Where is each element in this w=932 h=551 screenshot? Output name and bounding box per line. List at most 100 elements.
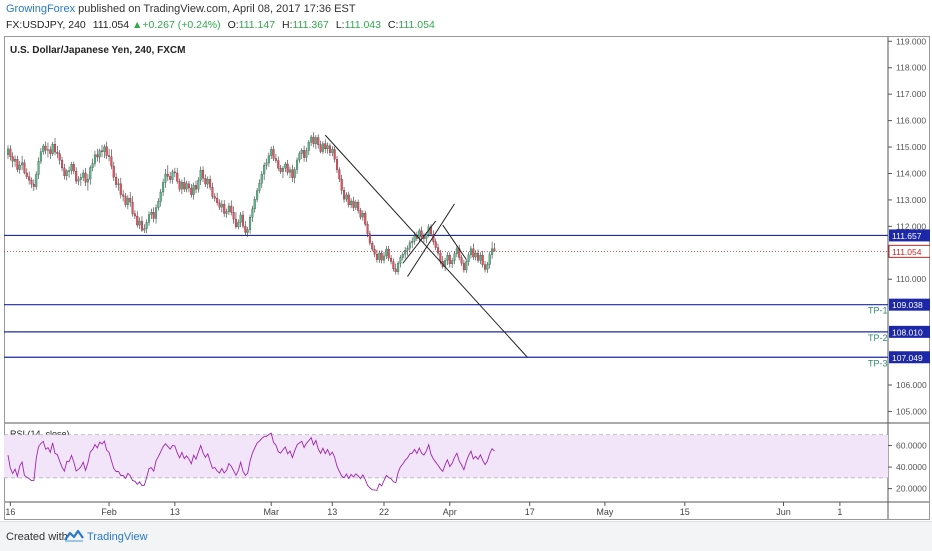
candle-body: [256, 190, 259, 200]
candle-body: [49, 149, 52, 154]
rsi-tick-label: 60.0000: [896, 441, 927, 451]
open-label: O:: [227, 19, 239, 31]
candle-body: [472, 248, 475, 258]
x-tick-label: 17: [525, 507, 535, 517]
candle-body: [39, 151, 42, 162]
candle-body: [169, 176, 172, 180]
tradingview-brand[interactable]: TradingView: [87, 531, 148, 543]
price-chart[interactable]: U.S. Dollar/Japanese Yen, 240, FXCM 119.0…: [4, 36, 931, 520]
candle-body: [18, 164, 21, 170]
candle-body: [260, 173, 263, 184]
x-tick-label: 16: [5, 507, 15, 517]
candle-body: [115, 177, 118, 185]
candle-body: [291, 169, 294, 178]
low-value: 111.043: [344, 19, 381, 31]
candle-body: [434, 241, 437, 248]
rsi-tick-label: 40.0000: [896, 462, 927, 472]
candle-body: [152, 212, 155, 219]
candle-body: [293, 169, 296, 178]
candle-body: [467, 254, 470, 262]
candle-body: [404, 250, 407, 255]
candle-body: [138, 220, 141, 226]
candle-body: [86, 178, 89, 183]
candle-body: [218, 202, 221, 208]
candle-body: [140, 220, 143, 231]
candle-body: [446, 255, 449, 261]
tp-label: TP-1: [868, 306, 888, 316]
x-tick-label: 1: [837, 507, 842, 517]
candle-body: [408, 242, 411, 249]
candle-body: [486, 264, 489, 270]
tp-label: TP-3: [868, 358, 888, 368]
candle-body: [307, 142, 310, 151]
candle-body: [303, 150, 306, 158]
candle-body: [6, 148, 10, 155]
candle-body: [296, 159, 299, 170]
candle-body: [133, 213, 136, 217]
x-tick-label: Jun: [776, 507, 791, 517]
x-tick-label: 22: [379, 507, 389, 517]
candle-body: [321, 143, 324, 152]
candle-body: [14, 159, 17, 162]
chart-area[interactable]: U.S. Dollar/Japanese Yen, 240, FXCM 119.0…: [4, 36, 931, 520]
y-tick-label: 112.000: [896, 221, 926, 231]
y-tick-label: 117.000: [896, 89, 926, 99]
candle-body: [227, 205, 230, 212]
candle-body: [32, 183, 35, 187]
candle-body: [241, 214, 245, 227]
candle-body: [82, 172, 85, 178]
trendline: [407, 203, 455, 277]
created-with-text: Created with: [6, 531, 68, 543]
candle-body: [317, 137, 320, 145]
candle-body: [136, 215, 139, 226]
candle-body: [305, 150, 308, 158]
publisher-name[interactable]: GrowingForex: [6, 3, 76, 15]
candle-body: [44, 145, 47, 151]
candle-body: [53, 144, 57, 153]
open-value: 111.147: [238, 19, 276, 31]
candle-body: [385, 248, 388, 257]
y-tick-label: 113.000: [896, 195, 926, 205]
tradingview-logo-icon[interactable]: [64, 529, 84, 543]
candle-body: [286, 163, 289, 173]
candle-body: [279, 168, 282, 172]
last-price-label: 111.054: [892, 247, 922, 257]
x-tick-label: 15: [680, 507, 690, 517]
level-price-tag: [889, 298, 930, 311]
candle-body: [469, 248, 472, 256]
candle-body: [246, 229, 249, 233]
candle-body: [105, 146, 108, 156]
candle-body: [331, 149, 334, 153]
candle-body: [288, 169, 292, 173]
candle-body: [230, 205, 233, 213]
level-price-label: 108.010: [892, 327, 923, 337]
candle-body: [42, 145, 45, 152]
candle-body: [326, 145, 329, 150]
candle-body: [30, 179, 33, 185]
footer: Created with TradingView: [0, 521, 932, 551]
candle-body: [202, 170, 205, 179]
candle-body: [244, 225, 247, 233]
candle-body: [401, 253, 404, 258]
candle-body: [258, 183, 261, 191]
candle-body: [392, 261, 395, 270]
candle-body: [35, 174, 38, 187]
candle-body: [21, 162, 24, 166]
candle-body: [479, 255, 482, 261]
candle-body: [373, 248, 376, 255]
candle-body: [281, 168, 284, 172]
y-tick-label: 115.000: [896, 142, 926, 152]
chart-title: U.S. Dollar/Japanese Yen, 240, FXCM: [10, 45, 185, 56]
x-tick-label: 13: [327, 507, 337, 517]
candle-body: [147, 214, 151, 223]
candle-body: [298, 153, 301, 161]
candle-body: [352, 200, 355, 208]
candle-body: [455, 248, 458, 254]
trendline: [402, 220, 437, 264]
candle-body: [176, 172, 179, 182]
candle-body: [185, 183, 188, 190]
candle-body: [239, 214, 242, 223]
publisher-line: GrowingForex published on TradingView.co…: [6, 3, 356, 15]
candle-body: [335, 159, 339, 170]
candle-body: [112, 165, 115, 178]
